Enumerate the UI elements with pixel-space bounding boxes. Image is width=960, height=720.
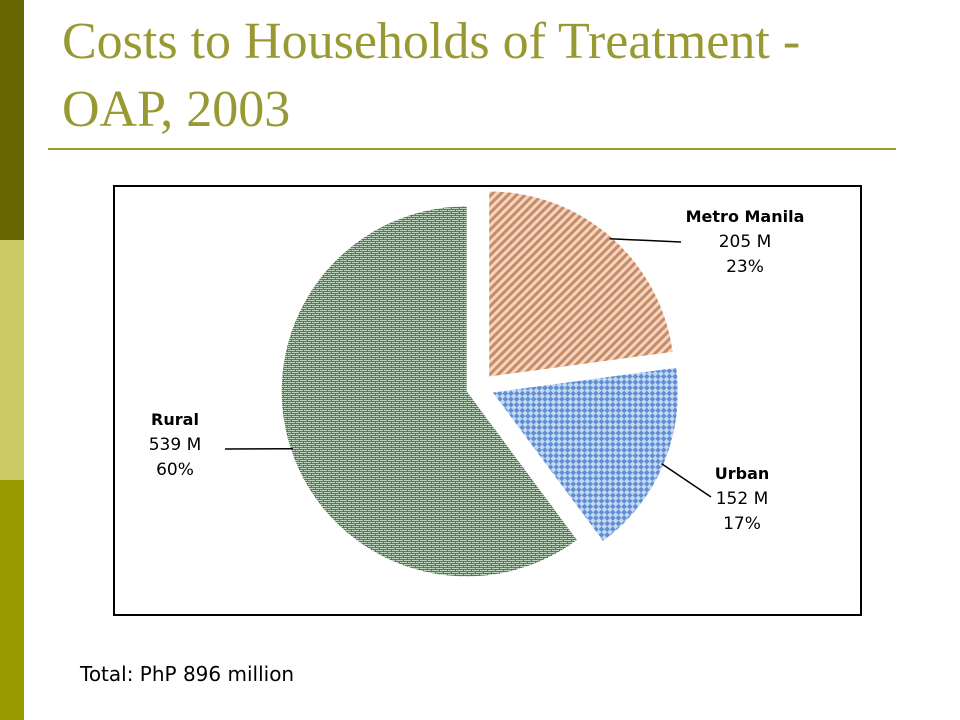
slice-value-label: 205 M — [719, 232, 772, 252]
leader-line — [661, 463, 712, 498]
pie-chart-svg: Metro Manila 205 M 23% Urban 152 M 17% Rural 53… — [149, 191, 805, 577]
accent-bar-bottom — [0, 480, 24, 720]
leader-lines — [224, 237, 712, 498]
pie-slice-metro-manila — [489, 191, 673, 377]
slice-value-label: 539 M — [149, 435, 202, 455]
accent-bar-middle — [0, 240, 24, 480]
slice-percent-label: 60% — [156, 460, 194, 480]
title-underline — [48, 148, 896, 150]
slice-labels: Metro Manila 205 M 23% Urban 152 M 17% Rural 53… — [149, 207, 805, 534]
slice-name-label: Metro Manila — [686, 207, 805, 226]
slice-percent-label: 23% — [726, 257, 764, 277]
accent-bar-top — [0, 0, 24, 240]
slice-value-label: 152 M — [716, 489, 769, 509]
pie-slices — [281, 191, 678, 577]
slice-name-label: Rural — [151, 410, 199, 429]
slice-percent-label: 17% — [723, 514, 761, 534]
pie-slice-urban — [492, 367, 678, 542]
pie-chart: Metro Manila 205 M 23% Urban 152 M 17% Rural 53… — [113, 185, 862, 616]
leader-line — [609, 237, 682, 243]
pie-slice-rural — [281, 206, 577, 577]
slide-title: Costs to Households of Treatment - OAP, … — [62, 13, 801, 138]
total-note: Total: PhP 896 million — [80, 662, 295, 686]
slice-name-label: Urban — [715, 464, 770, 483]
